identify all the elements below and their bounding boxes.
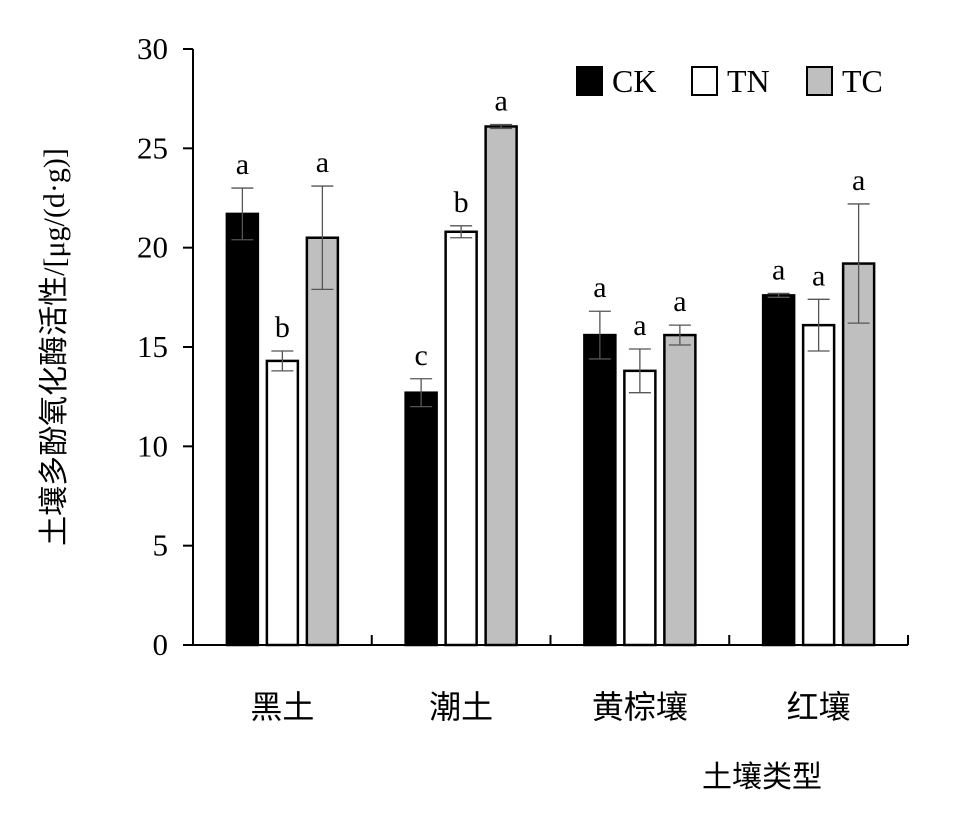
bar (404, 391, 438, 647)
legend-swatch (576, 66, 603, 96)
significance-label: a (316, 146, 329, 179)
y-tick-label: 20 (137, 230, 168, 265)
significance-label: a (852, 164, 865, 197)
legend-swatch (691, 66, 718, 96)
x-tick-label: 黑土 (250, 689, 314, 725)
legend: CK TN TC (576, 63, 883, 99)
y-axis-title: 土壤多酚氧化酶活性/[μg/(d·g)] (38, 148, 71, 546)
significance-label: a (593, 271, 606, 304)
bar (663, 333, 697, 647)
x-axis: 黑土 潮土 黄棕壤 红壤 (193, 635, 909, 725)
legend-label: TC (842, 63, 883, 99)
significance-label: b (275, 311, 290, 344)
y-tick-label: 15 (137, 329, 168, 364)
significance-label: a (812, 259, 825, 292)
legend-label: CK (612, 63, 656, 99)
y-axis: 0 5 10 15 20 25 30 (137, 31, 194, 662)
bar (484, 125, 518, 647)
bar (761, 294, 796, 647)
bar (444, 230, 478, 647)
x-tick-label: 黄棕壤 (592, 689, 688, 725)
y-tick-label: 0 (153, 627, 169, 662)
significance-label: b (454, 186, 469, 219)
significance-label: c (414, 339, 427, 372)
legend-label: TN (727, 63, 770, 99)
significance-label: a (494, 84, 507, 117)
x-tick-label: 红壤 (787, 689, 851, 725)
bar (583, 333, 617, 647)
x-tick-label: 潮土 (429, 689, 493, 725)
y-tick-label: 25 (137, 130, 168, 165)
bar (623, 369, 657, 647)
bar (305, 236, 340, 647)
y-tick-label: 10 (137, 428, 168, 463)
bar (801, 323, 836, 647)
y-tick-label: 30 (137, 31, 168, 66)
significance-label: a (772, 253, 785, 286)
significance-label: a (673, 285, 686, 318)
y-tick-label: 5 (153, 528, 169, 563)
bar (841, 262, 876, 647)
significance-label: a (633, 309, 646, 342)
significance-label: a (236, 148, 249, 181)
bar (265, 359, 300, 647)
x-axis-title: 土壤类型 (702, 761, 822, 794)
bar (225, 212, 260, 647)
legend-swatch (806, 66, 833, 96)
